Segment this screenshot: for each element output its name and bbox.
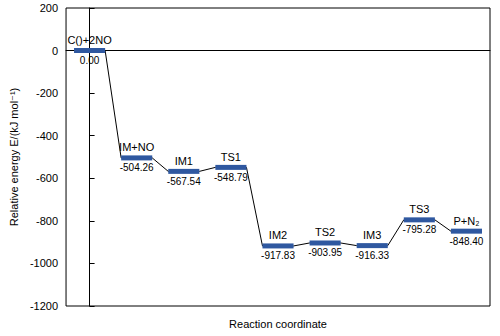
- svg-text:IM3: IM3: [363, 229, 381, 241]
- svg-text:-548.79: -548.79: [214, 172, 248, 183]
- svg-text:-200: -200: [36, 87, 58, 99]
- svg-text:P+N₂: P+N₂: [453, 215, 479, 227]
- svg-text:-917.83: -917.83: [261, 250, 295, 261]
- svg-text:-1200: -1200: [30, 300, 58, 312]
- svg-text:0: 0: [52, 45, 58, 57]
- svg-text:TS1: TS1: [221, 151, 241, 163]
- svg-text:IM+NO: IM+NO: [119, 141, 155, 153]
- svg-text:-567.54: -567.54: [167, 176, 201, 187]
- svg-text:Relative energy E/(kJ mol⁻¹): Relative energy E/(kJ mol⁻¹): [8, 88, 20, 226]
- svg-text:-795.28: -795.28: [402, 224, 436, 235]
- svg-text:TS2: TS2: [315, 226, 335, 238]
- svg-text:IM2: IM2: [269, 229, 287, 241]
- svg-text:-800: -800: [36, 215, 58, 227]
- svg-text:0.00: 0.00: [80, 55, 100, 66]
- svg-text:TS3: TS3: [409, 203, 429, 215]
- svg-text:-400: -400: [36, 130, 58, 142]
- svg-text:200: 200: [40, 2, 58, 14]
- svg-text:-916.33: -916.33: [355, 250, 389, 261]
- svg-text:IM1: IM1: [175, 155, 193, 167]
- svg-text:-1000: -1000: [30, 257, 58, 269]
- svg-text:-504.26: -504.26: [120, 162, 154, 173]
- svg-text:C()+2NO: C()+2NO: [67, 34, 112, 46]
- svg-text:-903.95: -903.95: [308, 247, 342, 258]
- svg-text:Reaction coordinate: Reaction coordinate: [229, 318, 327, 330]
- svg-text:-848.40: -848.40: [449, 236, 483, 247]
- svg-text:-600: -600: [36, 172, 58, 184]
